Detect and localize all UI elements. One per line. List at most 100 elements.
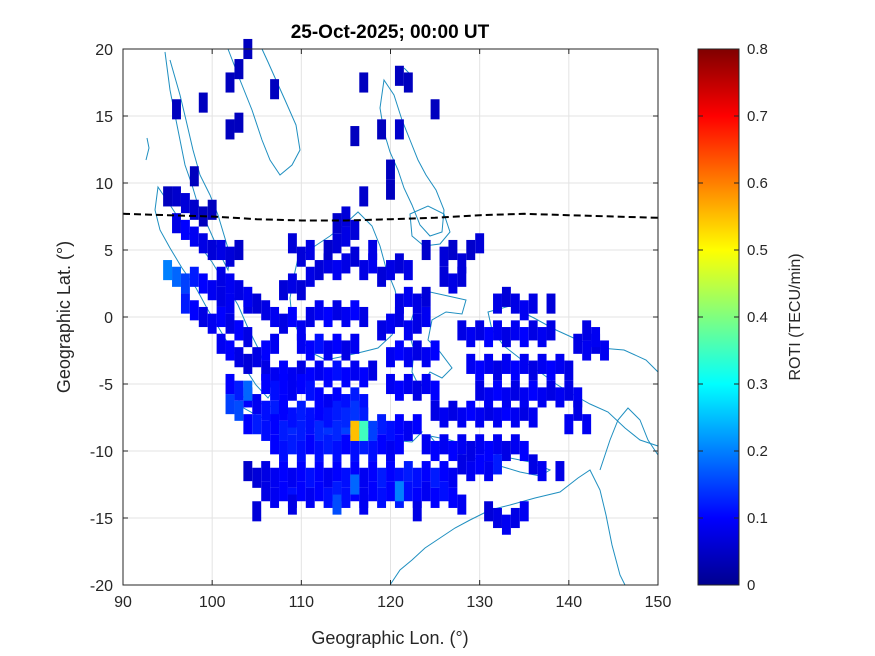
roti-cell <box>475 360 485 381</box>
roti-cell <box>225 373 235 395</box>
roti-cell <box>216 239 226 261</box>
roti-cell <box>198 306 208 328</box>
roti-cell <box>189 166 199 187</box>
roti-cell <box>296 440 306 462</box>
roti-cell <box>261 340 271 361</box>
roti-cell <box>386 373 395 395</box>
roti-cell <box>350 300 360 321</box>
roti-cell <box>270 434 280 455</box>
roti-cell <box>475 233 485 254</box>
roti-cell <box>359 467 369 488</box>
chart-title: 25-Oct-2025; 00:00 UT <box>291 22 490 43</box>
roti-cell <box>457 494 467 515</box>
roti-cell <box>412 467 422 488</box>
y-tick-label: -5 <box>99 377 113 394</box>
roti-cell <box>323 394 333 415</box>
roti-cell <box>341 394 351 415</box>
roti-cell <box>528 293 538 314</box>
roti-cell <box>519 501 529 522</box>
y-tick-label: 20 <box>95 42 113 59</box>
roti-cell <box>270 367 280 388</box>
roti-cell <box>350 474 360 495</box>
roti-cell <box>537 387 547 408</box>
roti-cell <box>198 273 208 294</box>
roti-cell <box>430 400 440 421</box>
roti-cell <box>180 219 190 240</box>
roti-cell <box>493 434 502 455</box>
roti-cell <box>519 327 529 348</box>
roti-cell <box>189 266 199 287</box>
roti-cell <box>386 159 395 180</box>
roti-cell <box>305 306 315 328</box>
roti-cell <box>475 454 485 475</box>
roti-cell <box>430 380 440 401</box>
roti-cell <box>501 514 511 535</box>
roti-cell <box>546 293 556 314</box>
roti-cell <box>403 320 413 341</box>
roti-cell <box>323 407 333 428</box>
roti-cell <box>207 280 217 301</box>
roti-cell <box>573 333 583 354</box>
roti-cell <box>332 300 342 321</box>
roti-cell <box>287 233 297 254</box>
colorbar-tick-label: 0 <box>747 577 755 594</box>
roti-cell <box>279 373 288 395</box>
roti-cell <box>368 481 378 502</box>
roti-cell <box>207 239 217 261</box>
roti-cell <box>519 400 529 421</box>
roti-cell <box>501 440 511 462</box>
roti-cell <box>279 360 288 381</box>
roti-cell <box>368 253 378 274</box>
coastline-andaman <box>145 137 150 161</box>
roti-cell <box>332 333 342 354</box>
roti-cell <box>394 253 404 274</box>
roti-cell <box>261 373 271 395</box>
x-tick-label: 110 <box>289 594 315 611</box>
roti-cell <box>332 360 342 381</box>
roti-cell <box>430 487 440 508</box>
roti-cell <box>332 213 342 234</box>
roti-cell <box>582 340 592 361</box>
roti-cell <box>305 367 315 388</box>
roti-cell <box>377 266 387 287</box>
roti-cell <box>216 266 226 287</box>
roti-cell <box>323 253 333 274</box>
roti-cell <box>394 293 404 314</box>
roti-cell <box>323 467 333 488</box>
roti-cell <box>323 434 333 455</box>
roti-cell <box>261 420 271 441</box>
roti-cell <box>510 507 520 529</box>
roti-cell <box>528 360 538 381</box>
roti-cell <box>510 434 520 455</box>
roti-cell <box>341 407 351 428</box>
roti-cell <box>350 126 360 147</box>
roti-cell <box>252 347 262 368</box>
roti-cell <box>448 467 458 488</box>
y-tick-label: 15 <box>95 109 113 126</box>
roti-cell <box>457 266 467 287</box>
roti-cell <box>296 333 306 354</box>
roti-cell <box>180 193 190 214</box>
roti-cell <box>189 199 199 220</box>
roti-cell <box>296 280 306 301</box>
roti-cell <box>493 454 502 475</box>
roti-cell <box>386 260 395 281</box>
roti-cell <box>305 380 315 401</box>
roti-cell <box>287 467 297 488</box>
x-axis-label: Geographic Lon. (°) <box>311 628 468 648</box>
roti-cell <box>484 387 494 408</box>
roti-cell <box>314 461 324 482</box>
colorbar-tick-label: 0.2 <box>747 443 768 460</box>
x-tick-label: 120 <box>377 594 404 611</box>
roti-cell <box>493 360 502 381</box>
roti-cell <box>466 327 476 348</box>
roti-cell <box>386 420 395 441</box>
roti-cell <box>234 380 244 401</box>
roti-cell <box>172 99 181 120</box>
roti-cell <box>466 440 476 462</box>
roti-cell <box>323 340 333 361</box>
roti-cell <box>501 327 511 348</box>
roti-cell <box>421 481 431 502</box>
roti-cell <box>207 313 217 334</box>
roti-cell <box>243 327 253 348</box>
